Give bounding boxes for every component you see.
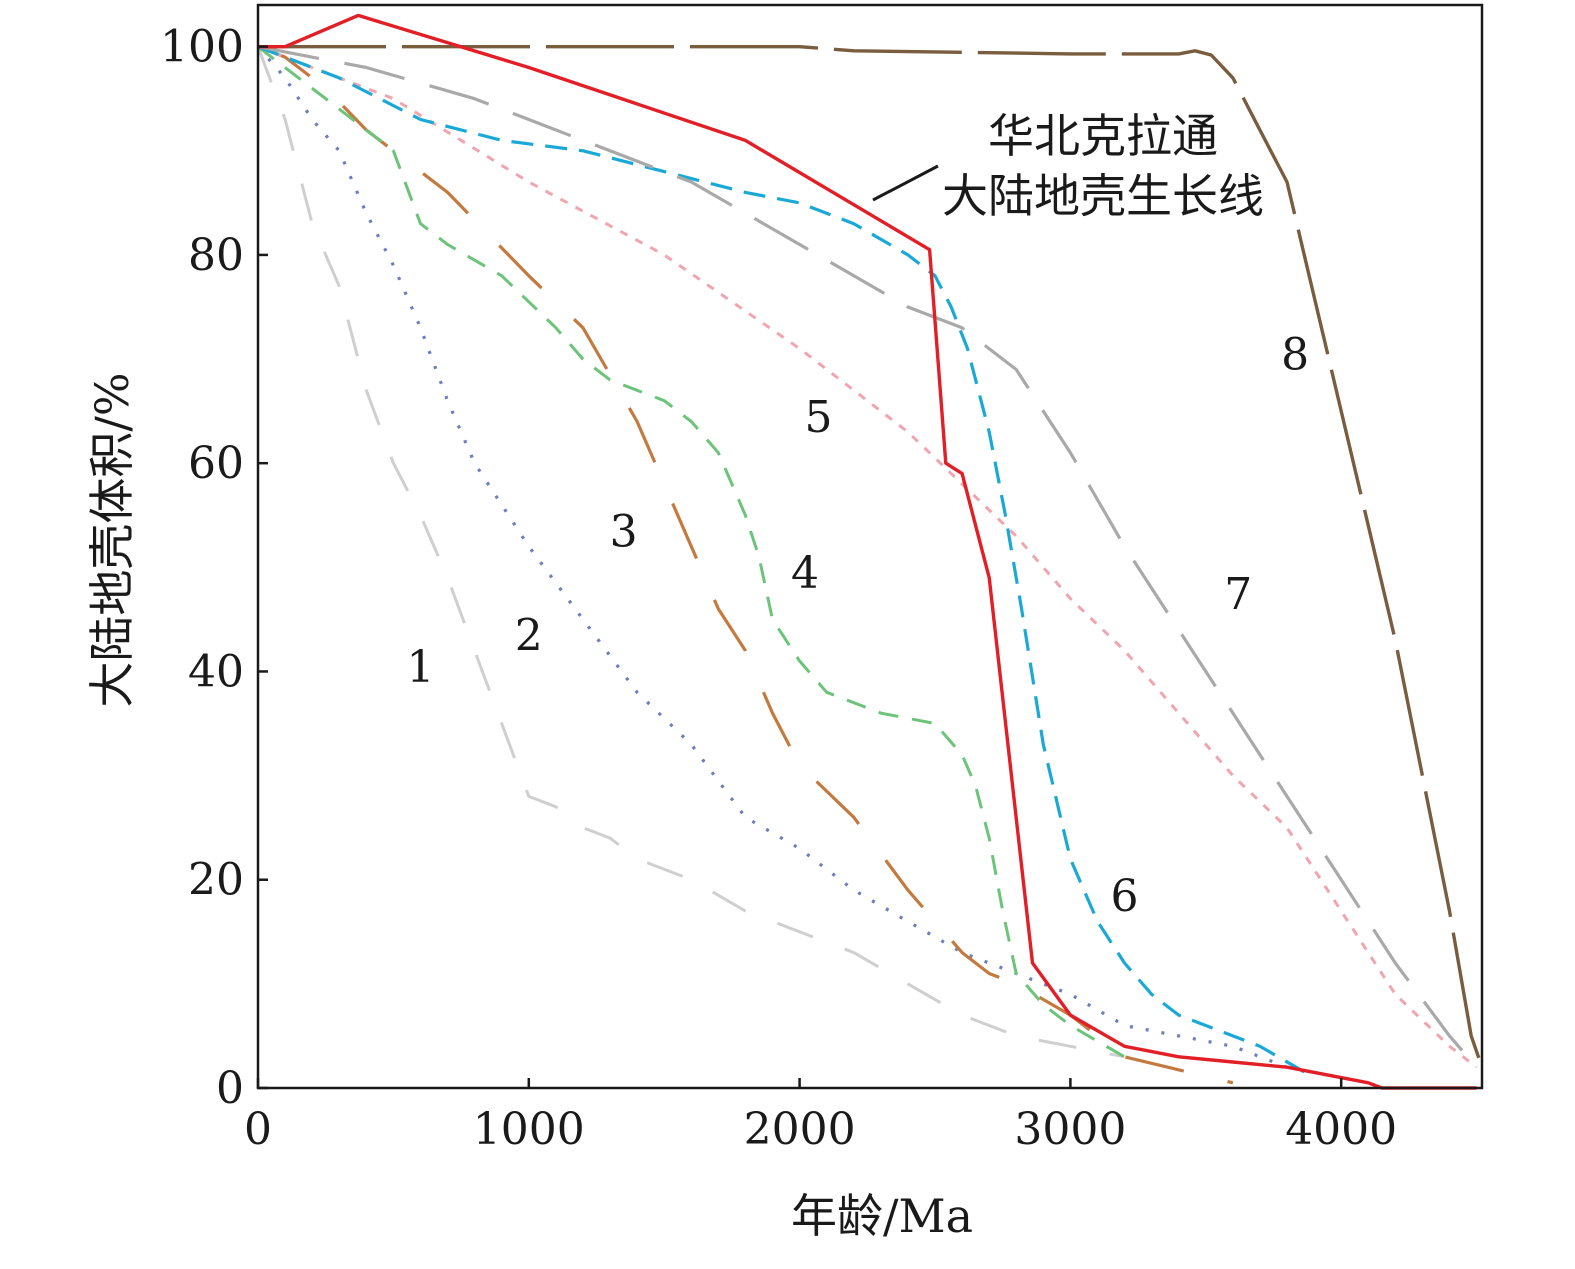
series-label-7: 7: [1224, 569, 1252, 620]
y-tick-label: 60: [188, 438, 244, 489]
x-tick-label: 0: [244, 1104, 272, 1155]
x-axis: 0 1000 2000 3000 4000: [244, 1078, 1397, 1155]
series-label-3: 3: [610, 507, 638, 558]
series-line-9: [258, 13, 1477, 1090]
series-label-8: 8: [1281, 329, 1309, 380]
series-label-2: 2: [515, 611, 543, 662]
x-tick-label: 3000: [1014, 1104, 1126, 1155]
y-axis: 0 20 40 60 80 100: [160, 22, 268, 1114]
y-tick-label: 20: [188, 855, 244, 906]
y-tick-label: 40: [188, 646, 244, 697]
series-labels: 1 2 3 4 5 6 7 8: [406, 329, 1309, 922]
x-axis-title: 年龄/Ma: [791, 1189, 973, 1243]
x-tick-label: 2000: [744, 1104, 856, 1155]
series-line-8: [258, 45, 1484, 1068]
annotation-line-1: 华北克拉通: [988, 109, 1218, 163]
y-axis-title: 大陆地壳体积/%: [85, 372, 139, 707]
x-tick-label: 4000: [1285, 1104, 1397, 1155]
y-tick-label: 80: [188, 230, 244, 281]
series-line-6: [257, 45, 1315, 1079]
x-tick-label: 1000: [473, 1104, 585, 1155]
y-tick-label: 0: [216, 1063, 244, 1114]
annotation-leader: [872, 164, 939, 202]
annotation-line-2: 大陆地壳生长线: [942, 169, 1264, 223]
series-layer: [256, 13, 1484, 1090]
series-line-3: [257, 45, 1234, 1085]
y-tick-label: 100: [160, 22, 244, 73]
series-line-7: [257, 45, 1478, 1069]
series-label-4: 4: [791, 548, 819, 599]
series-label-1: 1: [406, 642, 434, 693]
series-line-4: [257, 45, 1126, 1059]
series-label-6: 6: [1111, 871, 1139, 922]
series-label-5: 5: [805, 392, 833, 443]
series-line-5: [257, 45, 1478, 1069]
series-line-1: [256, 46, 1125, 1059]
plot-frame: [256, 3, 1484, 1090]
series-line-2: [256, 45, 1342, 1080]
